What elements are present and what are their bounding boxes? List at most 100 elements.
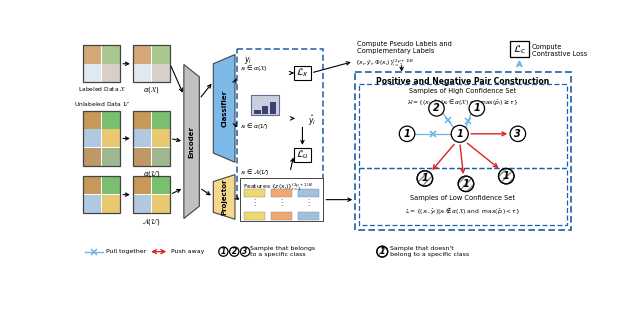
- Text: Sample that belongs
to a specific class: Sample that belongs to a specific class: [250, 246, 316, 257]
- Text: 1: 1: [404, 129, 410, 139]
- Text: $\mathbb{H} = \{(x_i, \hat{y}_i)|x_i \in \alpha(\mathcal{X})$ or  $\max(\hat{p}_: $\mathbb{H} = \{(x_i, \hat{y}_i)|x_i \in…: [407, 97, 518, 107]
- Circle shape: [510, 126, 525, 141]
- Bar: [83, 45, 102, 64]
- Text: $\mathcal{A}(\mathcal{U})$: $\mathcal{A}(\mathcal{U})$: [142, 216, 161, 227]
- Circle shape: [429, 101, 444, 116]
- Text: $x_i \in \mathcal{A}(\mathcal{U})$: $x_i \in \mathcal{A}(\mathcal{U})$: [241, 167, 270, 177]
- Text: $x_i \in \alpha(\mathcal{U})$: $x_i \in \alpha(\mathcal{U})$: [241, 121, 269, 131]
- Text: Labeled Data $\mathcal{X}$: Labeled Data $\mathcal{X}$: [77, 85, 126, 94]
- Bar: [298, 189, 319, 197]
- Circle shape: [458, 176, 474, 192]
- Bar: [271, 189, 292, 197]
- Text: $\alpha(\mathcal{U})$: $\alpha(\mathcal{U})$: [143, 169, 160, 179]
- Text: Compute: Compute: [532, 44, 562, 50]
- Bar: [254, 110, 260, 114]
- Circle shape: [451, 125, 468, 142]
- Circle shape: [417, 171, 433, 186]
- Bar: [152, 45, 170, 64]
- Bar: [102, 45, 120, 64]
- Text: 1: 1: [463, 179, 469, 189]
- Bar: [133, 111, 151, 129]
- Bar: [239, 178, 323, 221]
- Text: 1: 1: [380, 247, 385, 256]
- Bar: [294, 66, 311, 80]
- Text: 3: 3: [515, 129, 521, 139]
- Bar: [244, 189, 265, 197]
- Bar: [102, 148, 120, 166]
- Bar: [152, 111, 170, 129]
- Bar: [152, 129, 170, 147]
- Circle shape: [230, 247, 239, 256]
- Bar: [102, 129, 120, 147]
- Text: ⋮: ⋮: [277, 198, 285, 207]
- Bar: [132, 111, 170, 166]
- Circle shape: [219, 247, 228, 256]
- Bar: [271, 212, 292, 220]
- Bar: [355, 72, 571, 230]
- Bar: [83, 195, 102, 213]
- Text: $\hat{y}_i$: $\hat{y}_i$: [308, 114, 316, 128]
- Text: $x_i \in \alpha(\mathcal{X})$: $x_i \in \alpha(\mathcal{X})$: [241, 63, 268, 73]
- Text: 1: 1: [474, 103, 480, 113]
- Text: ⋮: ⋮: [250, 198, 259, 207]
- Bar: [83, 129, 102, 147]
- Text: $\alpha(\mathcal{X})$: $\alpha(\mathcal{X})$: [143, 85, 159, 95]
- Bar: [152, 64, 170, 82]
- Bar: [83, 45, 120, 82]
- Text: 2: 2: [232, 247, 237, 256]
- Bar: [133, 148, 151, 166]
- Bar: [132, 45, 170, 82]
- Bar: [132, 176, 170, 213]
- Text: 1: 1: [422, 173, 428, 183]
- Bar: [133, 64, 151, 82]
- Bar: [83, 177, 102, 194]
- Text: Classifier: Classifier: [221, 90, 227, 127]
- Text: $\mathcal{L}_x$: $\mathcal{L}_x$: [296, 67, 309, 80]
- Text: Encoder: Encoder: [189, 126, 195, 157]
- Text: ⋮: ⋮: [305, 198, 313, 207]
- Text: Push away: Push away: [172, 249, 205, 254]
- Circle shape: [499, 168, 514, 184]
- Bar: [252, 95, 279, 115]
- Text: Samples of Low Confidence Set: Samples of Low Confidence Set: [410, 195, 515, 201]
- Text: Contrastive Loss: Contrastive Loss: [532, 51, 587, 57]
- Circle shape: [399, 126, 415, 141]
- Text: Compute Pseudo Labels and: Compute Pseudo Labels and: [358, 41, 452, 47]
- Bar: [83, 111, 120, 166]
- Bar: [359, 84, 566, 168]
- Circle shape: [469, 101, 484, 116]
- Text: 1: 1: [503, 171, 509, 181]
- Text: $y_i$: $y_i$: [244, 55, 252, 66]
- Bar: [133, 129, 151, 147]
- Circle shape: [241, 247, 250, 256]
- Bar: [510, 41, 529, 57]
- Text: Features $\{z(x_i)\}_{i=1}^{(2\mu+1)B}$: Features $\{z(x_i)\}_{i=1}^{(2\mu+1)B}$: [243, 182, 312, 193]
- Bar: [262, 106, 268, 114]
- Bar: [83, 111, 102, 129]
- Text: $\mathcal{L}_u$: $\mathcal{L}_u$: [296, 148, 309, 161]
- Bar: [152, 148, 170, 166]
- Text: 3: 3: [243, 247, 248, 256]
- Polygon shape: [184, 64, 199, 218]
- Text: $\mathbb{L} = \{(x_i, \hat{y}_i)|x_i \notin \alpha(\mathcal{X})$ and  $\max(\hat: $\mathbb{L} = \{(x_i, \hat{y}_i)|x_i \no…: [405, 205, 521, 216]
- Bar: [359, 168, 566, 225]
- Bar: [102, 111, 120, 129]
- Bar: [83, 64, 102, 82]
- Text: Samples of High Confidence Set: Samples of High Confidence Set: [409, 88, 516, 94]
- Bar: [270, 102, 276, 114]
- Bar: [294, 148, 311, 162]
- Bar: [133, 45, 151, 64]
- Text: 1: 1: [221, 247, 226, 256]
- Bar: [83, 176, 120, 213]
- Text: Unlabeled Data $\mathcal{U}$: Unlabeled Data $\mathcal{U}$: [74, 99, 130, 108]
- Polygon shape: [213, 54, 235, 162]
- Bar: [298, 212, 319, 220]
- Bar: [133, 177, 151, 194]
- Bar: [152, 195, 170, 213]
- Bar: [102, 195, 120, 213]
- Text: $\{x_i, \hat{y}_i, \Phi(x_i)\}_{i=1}^{(2\mu+1)B}$: $\{x_i, \hat{y}_i, \Phi(x_i)\}_{i=1}^{(2…: [355, 58, 414, 69]
- Bar: [237, 49, 323, 199]
- Text: 2: 2: [433, 103, 440, 113]
- Text: Positive and Negative Pair Construction: Positive and Negative Pair Construction: [376, 77, 550, 86]
- Polygon shape: [213, 175, 235, 219]
